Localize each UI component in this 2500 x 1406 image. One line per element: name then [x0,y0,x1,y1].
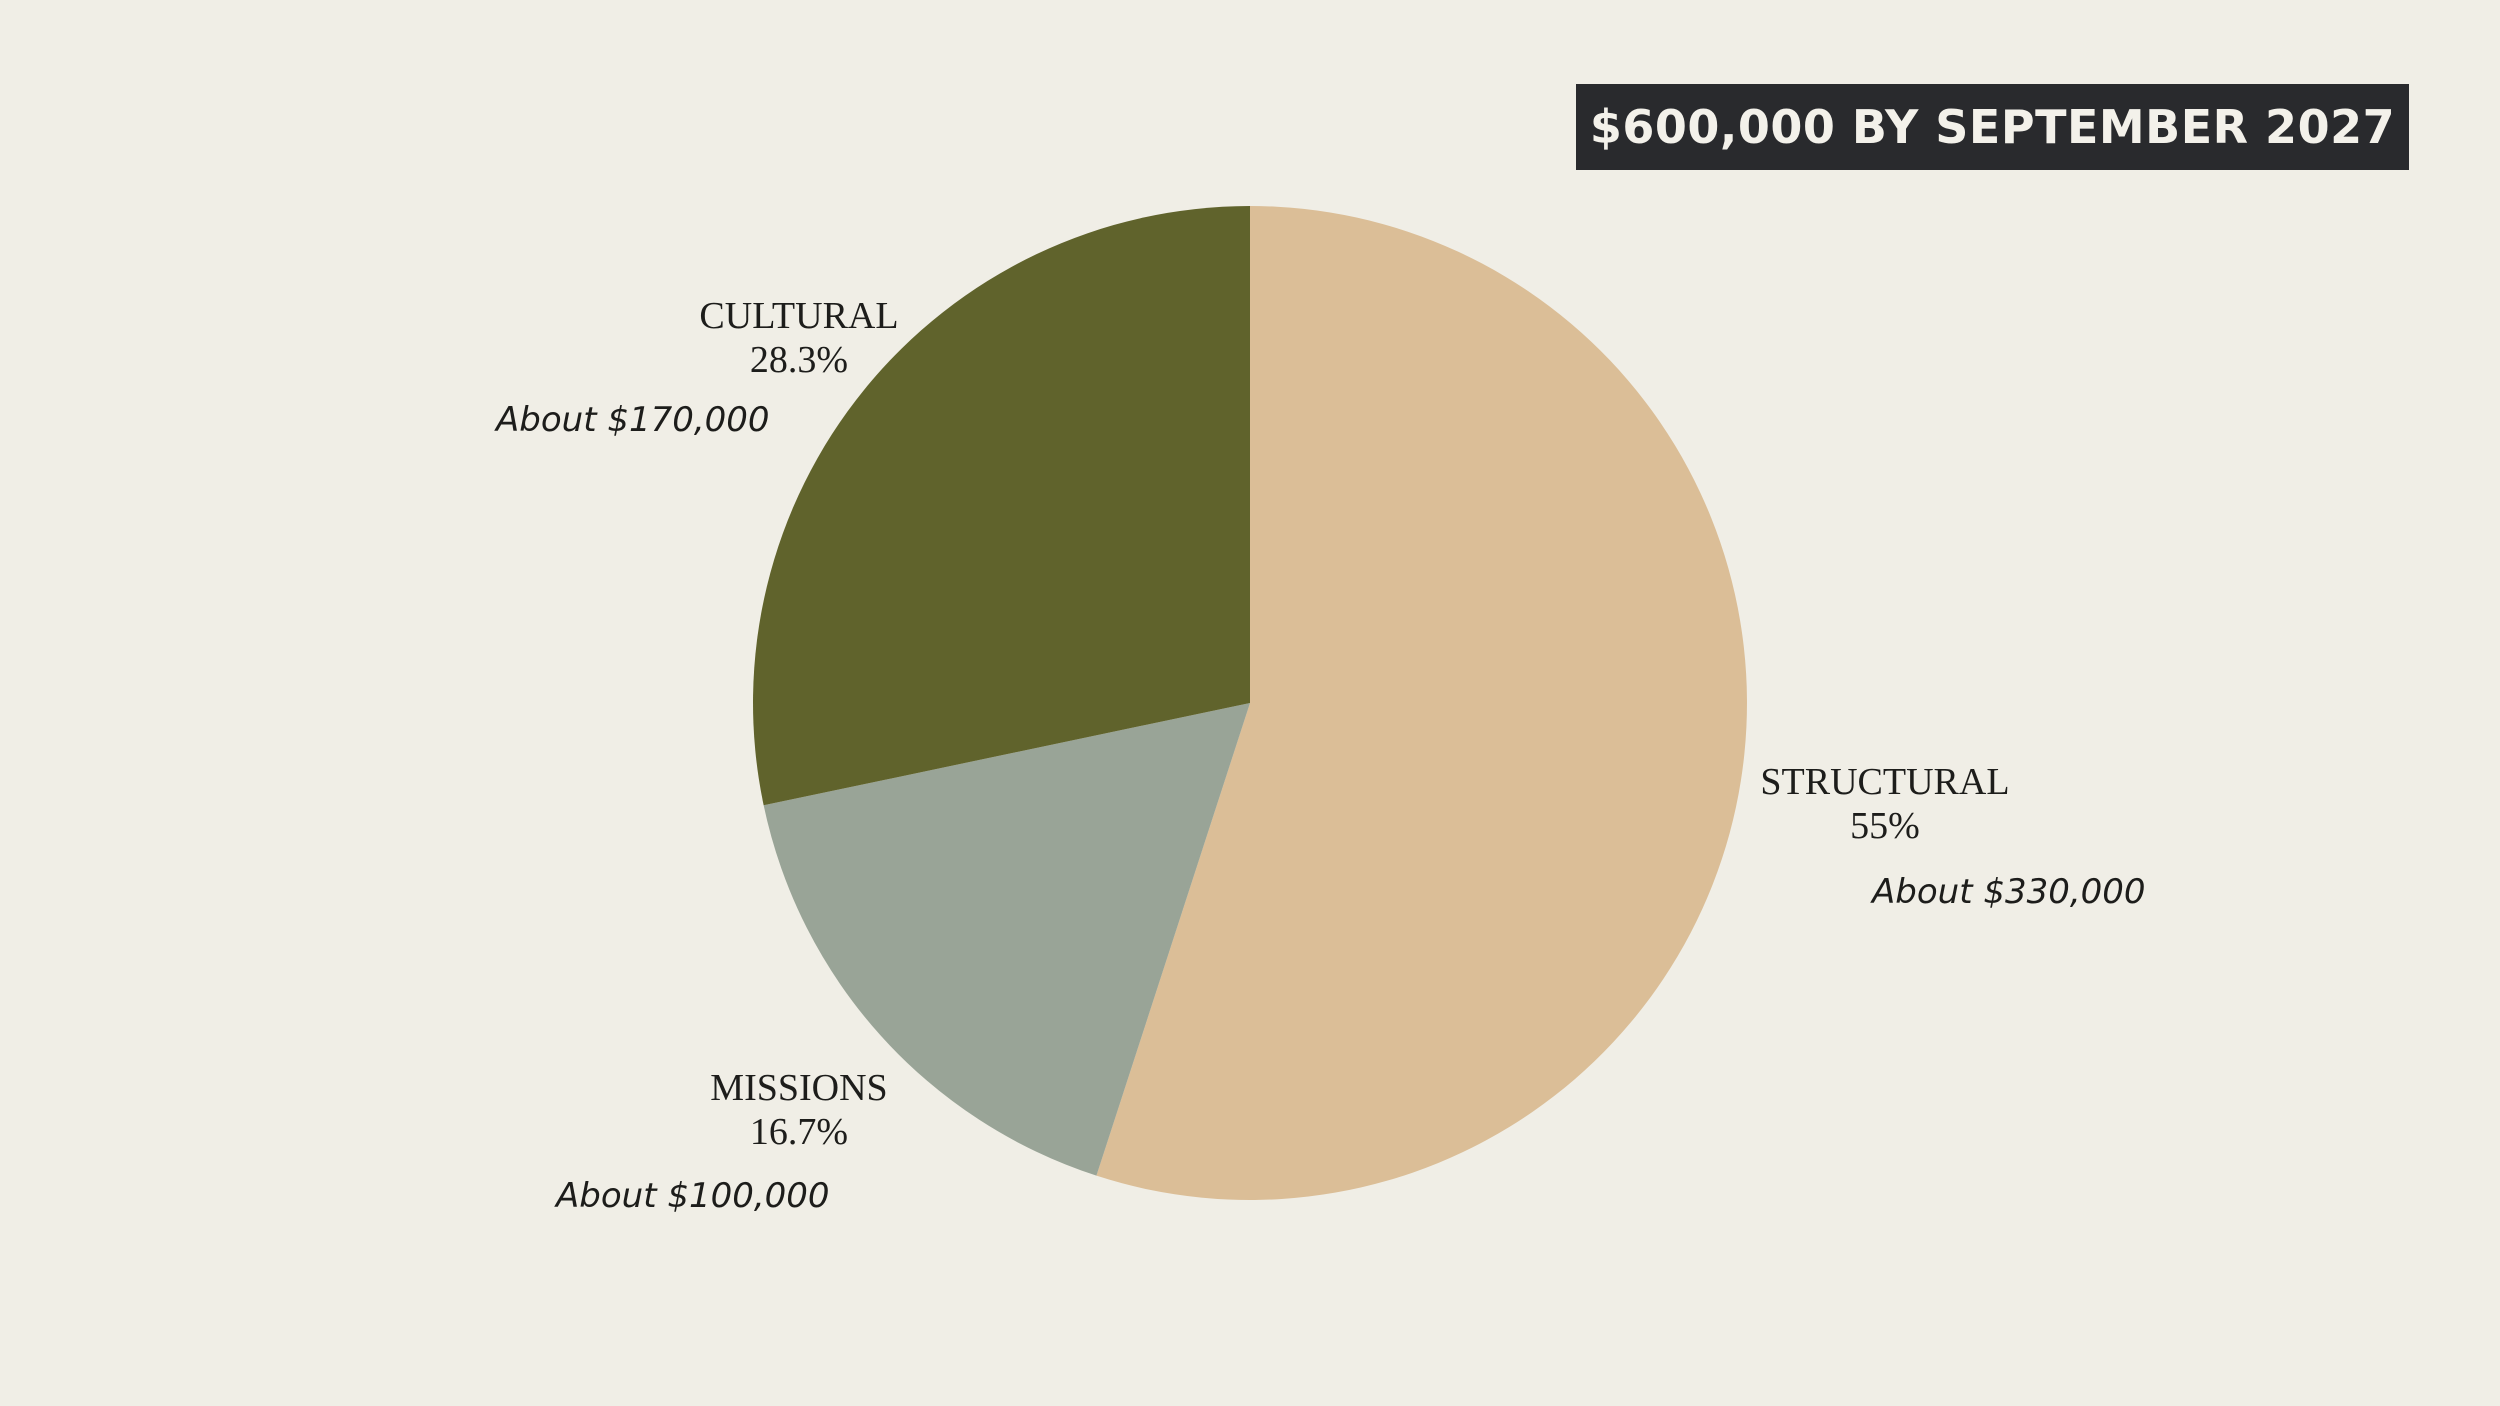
slice-amount-structural: About $330,000 [1872,872,2146,912]
slice-amount-cultural: About $170,000 [496,400,770,440]
chart-title: $600,000 BY SEPTEMBER 2027 [1576,84,2409,170]
slice-name-structural: STRUCTURAL [1760,761,2010,803]
pie-slice-cultural [753,206,1250,806]
slice-percent-structural: 55% [1850,805,1920,847]
slice-label-missions: MISSIONS 16.7% [664,1066,934,1154]
slice-name-missions: MISSIONS [710,1067,888,1109]
slice-name-cultural: CULTURAL [699,295,899,337]
pie-slice-structural [1096,206,1747,1200]
pie-slice-missions [763,703,1250,1176]
slice-label-structural: STRUCTURAL 55% [1750,760,2020,848]
slice-percent-cultural: 28.3% [749,339,849,381]
slice-amount-missions: About $100,000 [556,1176,830,1216]
slice-percent-missions: 16.7% [749,1111,849,1153]
slice-label-cultural: CULTURAL 28.3% [664,294,934,382]
